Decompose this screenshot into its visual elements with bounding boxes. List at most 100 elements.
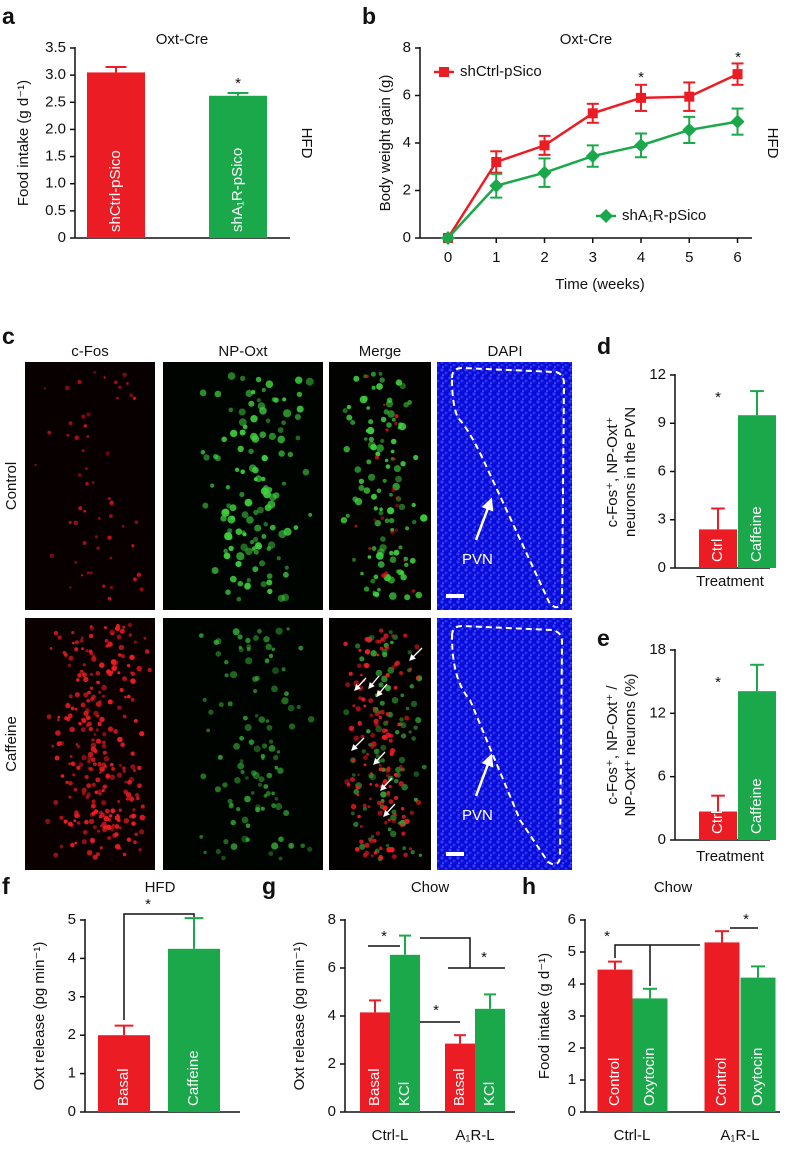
cell xyxy=(116,623,120,628)
cell xyxy=(384,728,388,733)
significance-star: * xyxy=(381,928,387,945)
bracket xyxy=(420,937,505,969)
cell xyxy=(271,685,278,693)
panel-letter: f xyxy=(2,873,10,899)
cell xyxy=(268,745,276,752)
cell xyxy=(236,807,241,812)
y-tick-label: 6 xyxy=(658,462,666,479)
cell xyxy=(102,750,107,755)
cell xyxy=(244,724,252,731)
cell xyxy=(374,455,379,460)
cell xyxy=(128,633,132,637)
cell xyxy=(358,478,365,484)
cell xyxy=(69,755,73,758)
cell xyxy=(363,704,367,708)
cell xyxy=(374,783,379,788)
cell xyxy=(370,732,376,738)
cell xyxy=(91,782,96,787)
cell xyxy=(78,506,83,511)
cell xyxy=(92,854,98,860)
cell xyxy=(133,640,137,644)
y-tick-label: 2 xyxy=(328,1055,336,1072)
cell xyxy=(103,815,110,822)
cell xyxy=(106,824,112,830)
cell xyxy=(369,713,374,717)
y-tick-label: 0 xyxy=(68,1103,76,1120)
cell xyxy=(107,836,111,840)
cell xyxy=(95,680,100,684)
cell xyxy=(377,561,385,568)
cell xyxy=(81,414,86,419)
cell xyxy=(271,803,276,809)
bracket xyxy=(123,913,195,1020)
cell xyxy=(107,497,111,500)
arrow xyxy=(474,497,494,541)
cell xyxy=(116,772,123,778)
cell xyxy=(350,803,357,810)
cell xyxy=(405,706,410,711)
cell xyxy=(367,441,376,450)
cell xyxy=(130,764,136,770)
bar xyxy=(360,1012,390,1112)
cell xyxy=(69,586,72,589)
cell xyxy=(351,758,356,763)
panel-letter: g xyxy=(262,873,276,899)
cell xyxy=(350,420,356,425)
cell xyxy=(244,498,253,507)
cell xyxy=(400,722,407,729)
cell xyxy=(421,764,427,770)
cell xyxy=(391,487,396,493)
cell xyxy=(95,671,101,676)
cell xyxy=(75,743,79,746)
bar-label: Caffeine xyxy=(748,506,765,562)
cell xyxy=(49,647,53,650)
bar xyxy=(209,95,267,239)
cell xyxy=(95,738,102,744)
cell xyxy=(110,762,114,767)
cell xyxy=(223,552,231,560)
cell xyxy=(345,682,350,688)
bracket xyxy=(614,944,700,986)
cell xyxy=(388,799,394,804)
cell xyxy=(248,739,255,745)
cell xyxy=(77,673,82,678)
cell xyxy=(295,435,301,441)
cell xyxy=(343,641,348,647)
cell xyxy=(109,556,113,560)
cell xyxy=(67,663,72,667)
significance-star: * xyxy=(481,949,487,966)
cell xyxy=(253,509,259,516)
cell xyxy=(357,814,361,819)
cell xyxy=(368,419,374,425)
cell xyxy=(378,510,384,516)
chart-title: Oxt-Cre xyxy=(560,31,613,48)
cell xyxy=(85,649,89,653)
x-tick-label: 4 xyxy=(637,249,645,266)
cell xyxy=(250,415,258,423)
chart-title: Oxt-Cre xyxy=(156,31,209,48)
y-axis-label: c-Fos⁺, NP-Oxt⁺ xyxy=(604,417,621,528)
marker xyxy=(732,69,743,80)
cell xyxy=(59,844,64,849)
cell xyxy=(378,682,384,688)
cell xyxy=(400,461,406,467)
bar xyxy=(740,977,776,1112)
x-tick-label: 0 xyxy=(444,249,452,266)
cell xyxy=(102,731,107,737)
cell xyxy=(255,475,262,483)
cell xyxy=(64,385,70,391)
cell xyxy=(384,458,389,463)
cell xyxy=(228,407,234,413)
marker xyxy=(539,140,550,151)
column-title: DAPI xyxy=(487,343,522,360)
cell xyxy=(99,846,103,850)
y-tick-label: 12 xyxy=(649,366,666,383)
cell xyxy=(340,517,348,524)
cell xyxy=(82,791,86,796)
cell xyxy=(221,508,230,517)
cell xyxy=(259,431,267,439)
cell xyxy=(275,803,283,810)
cell xyxy=(390,449,395,454)
cell xyxy=(68,694,73,699)
